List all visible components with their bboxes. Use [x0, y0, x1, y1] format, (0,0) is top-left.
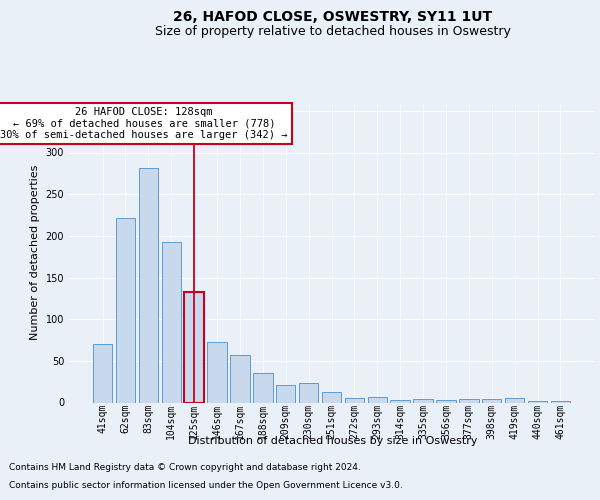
Bar: [482, 399, 502, 402]
Bar: [413, 399, 433, 402]
Bar: [551, 401, 570, 402]
Bar: [391, 400, 410, 402]
Bar: [208, 342, 227, 402]
Bar: [161, 242, 181, 402]
Text: Size of property relative to detached houses in Oswestry: Size of property relative to detached ho…: [155, 25, 511, 38]
Bar: [368, 396, 387, 402]
Bar: [253, 374, 272, 402]
Bar: [505, 398, 524, 402]
Bar: [276, 385, 295, 402]
Bar: [93, 344, 112, 403]
Bar: [299, 382, 319, 402]
Bar: [184, 292, 204, 403]
Bar: [528, 401, 547, 402]
Bar: [116, 218, 135, 402]
Bar: [139, 168, 158, 402]
Text: Contains public sector information licensed under the Open Government Licence v3: Contains public sector information licen…: [9, 481, 403, 490]
Bar: [230, 355, 250, 403]
Text: 26, HAFOD CLOSE, OSWESTRY, SY11 1UT: 26, HAFOD CLOSE, OSWESTRY, SY11 1UT: [173, 10, 493, 24]
Bar: [344, 398, 364, 402]
Bar: [322, 392, 341, 402]
Bar: [436, 400, 455, 402]
Text: 26 HAFOD CLOSE: 128sqm
← 69% of detached houses are smaller (778)
30% of semi-de: 26 HAFOD CLOSE: 128sqm ← 69% of detached…: [0, 106, 287, 140]
Text: Contains HM Land Registry data © Crown copyright and database right 2024.: Contains HM Land Registry data © Crown c…: [9, 464, 361, 472]
Bar: [459, 399, 479, 402]
Text: Distribution of detached houses by size in Oswestry: Distribution of detached houses by size …: [188, 436, 478, 446]
Y-axis label: Number of detached properties: Number of detached properties: [30, 165, 40, 340]
